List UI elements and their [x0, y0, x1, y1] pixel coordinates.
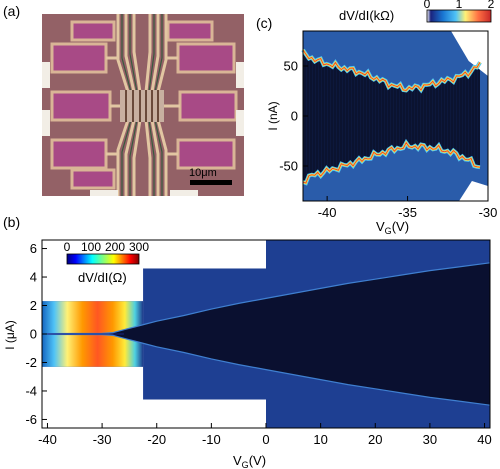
b-critical-current-lower: [47, 333, 491, 406]
panel-a-micrograph: 10μm: [42, 14, 244, 196]
c-xlabel-v: V: [376, 219, 385, 234]
colorbar-b-label: dV/dI(Ω): [78, 270, 127, 285]
b-colorbar-tick-label: 0: [64, 240, 71, 254]
b-ylabel: I (μA): [3, 320, 17, 350]
b-xtick-label: -20: [147, 432, 166, 447]
b-ytick-label: -4: [25, 383, 37, 398]
c-ytick-label: 50: [284, 59, 298, 74]
c-ylabel: I (nA): [266, 101, 280, 130]
b-xlabel-unit: (V): [249, 453, 266, 468]
b-xtick-label: -10: [202, 432, 221, 447]
colorbar-c-label: dV/dI(kΩ): [339, 8, 394, 23]
colorbar-b-gradient: [66, 253, 140, 265]
panel-label-a: (a): [3, 3, 20, 19]
b-xtick-label: 40: [477, 432, 491, 447]
b-xtick-label: 10: [313, 432, 327, 447]
b-ytick-label: 4: [30, 270, 37, 285]
b-ytick-label: -6: [25, 412, 37, 427]
b-ytick-label: 6: [30, 241, 37, 256]
b-colorbar-tick-label: 100: [81, 240, 101, 254]
b-xtick-label: 0: [262, 432, 269, 447]
b-superconducting-region: [47, 262, 490, 406]
c-colorbar-tick-label: 2: [488, 0, 495, 11]
c-xtick-label: -40: [318, 205, 337, 220]
c-retrapping-core: [302, 141, 481, 184]
b-colorbar-tick-label: 300: [129, 240, 149, 254]
c-unmeasured-bottom: [459, 181, 488, 201]
panel-c: dV/dI(kΩ) 0 1 2 -40 -35 -30 -50 0 50 I (nA) VG(…: [266, 0, 497, 236]
c-xlabel-unit: (V): [392, 219, 409, 234]
c-switching-core: [302, 49, 481, 91]
panel-label-c: (c): [256, 15, 272, 31]
scale-bar: [190, 180, 232, 185]
b-xlabel-sub: G: [242, 460, 249, 469]
c-xlabel: VG(V): [376, 219, 409, 236]
b-ytick-label: 2: [30, 298, 37, 313]
b-xlabel-v: V: [233, 453, 242, 468]
b-ytick-label: 0: [30, 327, 37, 342]
c-xlabel-sub: G: [385, 226, 392, 236]
panel-label-b: (b): [3, 214, 20, 230]
b-xlabel: VG(V): [233, 453, 266, 469]
colorbar-c-gradient: [426, 9, 492, 23]
c-ytick-label: -50: [279, 159, 298, 174]
c-colorbar-tick-label: 1: [456, 0, 463, 11]
c-xtick-label: -35: [398, 205, 417, 220]
b-critical-current-upper: [47, 262, 491, 335]
scale-bar-label: 10μm: [189, 167, 217, 179]
b-xtick-label: -30: [93, 432, 112, 447]
b-xtick-label: 20: [368, 432, 382, 447]
c-xtick-label: -30: [479, 205, 498, 220]
b-xtick-label: 30: [423, 432, 437, 447]
b-colorbar-tick-label: 200: [105, 240, 125, 254]
c-colorbar-tick-label: 0: [424, 0, 431, 11]
b-xtick-label: -40: [38, 432, 57, 447]
b-ytick-label: -2: [25, 355, 37, 370]
c-ytick-label: 0: [291, 109, 298, 124]
